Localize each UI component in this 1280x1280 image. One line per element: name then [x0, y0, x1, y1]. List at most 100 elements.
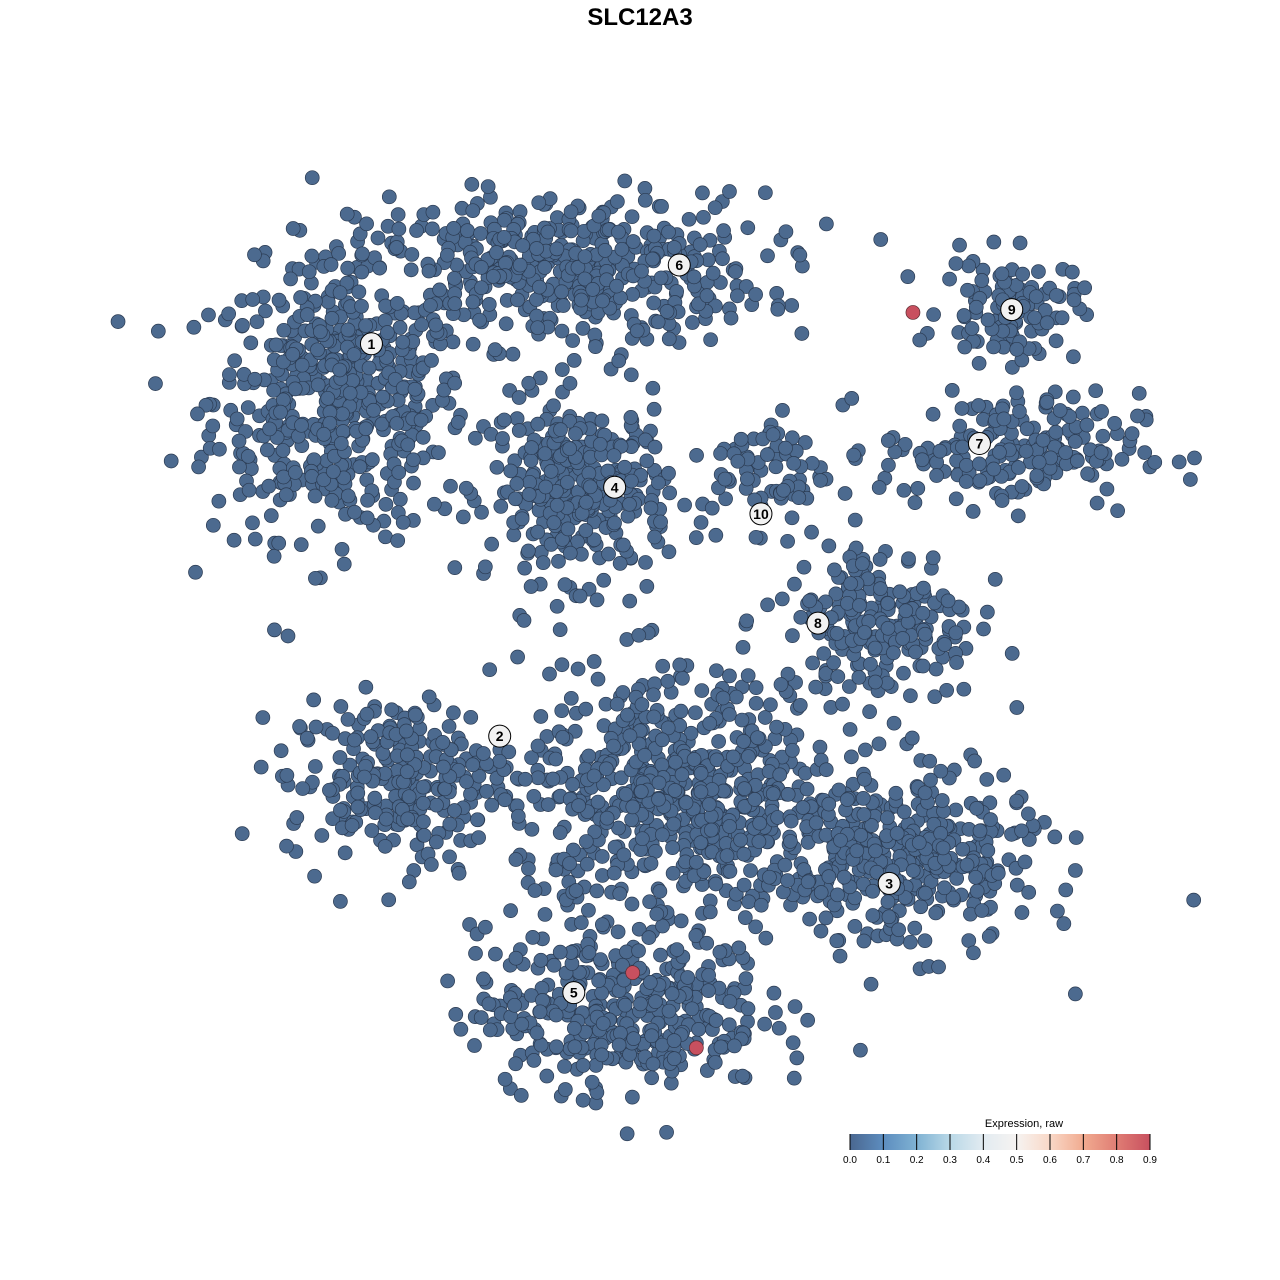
cell-point: [1019, 421, 1035, 437]
svg-text:6: 6: [675, 257, 683, 273]
cell-point: [538, 479, 554, 495]
cell-point: [873, 581, 888, 596]
cell-point: [391, 465, 407, 480]
cell-point: [590, 671, 606, 687]
cell-point: [523, 453, 539, 468]
cell-point: [278, 487, 294, 503]
cell-point: [304, 170, 320, 186]
cell-point: [289, 810, 305, 825]
cell-point: [510, 808, 526, 824]
cell-point: [693, 766, 709, 781]
cell-point: [514, 511, 530, 527]
cell-point: [897, 436, 913, 452]
cell-point: [526, 1053, 542, 1068]
cell-point: [655, 827, 670, 843]
cell-point: [673, 703, 689, 719]
cell-point: [359, 216, 374, 232]
cell-point: [623, 410, 639, 425]
cell-point: [808, 679, 824, 695]
cell-point: [447, 296, 463, 312]
cell-point: [562, 856, 577, 871]
cell-point: [429, 797, 444, 813]
cell-point: [763, 697, 778, 713]
cell-point: [340, 488, 356, 504]
cell-point: [350, 799, 366, 815]
cell-point: [907, 495, 923, 510]
cell-point: [555, 298, 571, 313]
cell-point: [1077, 280, 1093, 296]
cell-point: [868, 674, 883, 690]
cell-point: [294, 357, 310, 373]
cell-point: [886, 715, 902, 731]
cell-point: [1012, 404, 1027, 419]
cell-point: [563, 204, 579, 220]
cell-point: [506, 527, 522, 543]
cell-point: [983, 812, 998, 827]
cell-point: [957, 339, 973, 355]
cell-point: [709, 663, 724, 679]
cell-point: [1066, 292, 1082, 308]
cell-point: [847, 919, 863, 934]
cluster-label-5: 5: [562, 981, 586, 1005]
cell-point: [952, 418, 968, 434]
cell-point: [1171, 454, 1187, 470]
cell-point: [774, 591, 790, 607]
cell-point: [926, 307, 941, 322]
cell-point: [783, 813, 799, 829]
cell-point: [110, 314, 126, 329]
cell-point: [555, 729, 571, 745]
cell-point: [771, 1020, 787, 1036]
cell-point: [163, 453, 179, 469]
cell-point: [743, 863, 758, 878]
cell-point: [748, 529, 764, 545]
cell-point: [324, 493, 340, 508]
cell-point: [961, 258, 977, 274]
cell-point: [611, 1037, 627, 1053]
cell-point: [354, 246, 370, 262]
cell-point: [1186, 892, 1202, 908]
cell-point: [240, 400, 256, 415]
cluster-label-1: 1: [359, 332, 383, 356]
cell-point: [543, 464, 559, 479]
cell-point: [497, 1071, 513, 1087]
cell-point: [150, 323, 166, 339]
cell-point: [310, 518, 326, 534]
cell-point: [380, 325, 395, 340]
cell-point: [971, 355, 987, 371]
cell-point: [234, 826, 250, 841]
cell-point: [994, 266, 1010, 282]
cell-point: [578, 523, 594, 538]
cell-point: [332, 362, 348, 378]
cell-point: [647, 529, 662, 545]
cell-point: [570, 661, 586, 677]
svg-text:7: 7: [976, 436, 984, 452]
cell-point: [757, 1016, 772, 1032]
cell-point: [293, 290, 308, 305]
cell-point: [736, 846, 752, 862]
cell-point: [881, 457, 896, 473]
cell-point: [358, 421, 374, 437]
cell-point: [688, 705, 703, 721]
cell-point: [514, 1016, 530, 1032]
cell-point: [463, 709, 479, 725]
cell-point: [740, 749, 756, 764]
cell-point: [567, 1039, 583, 1055]
cell-point: [545, 771, 561, 787]
cell-point: [858, 742, 873, 758]
cell-point: [972, 823, 988, 839]
cell-point: [948, 625, 964, 641]
cell-point: [638, 555, 653, 570]
cell-point: [474, 504, 489, 520]
cell-point: [704, 500, 720, 516]
cell-point: [389, 416, 405, 431]
cell-point: [1079, 417, 1095, 433]
cell-point: [530, 320, 545, 336]
cell-point: [765, 786, 781, 802]
svg-text:1: 1: [368, 336, 376, 352]
cell-point: [770, 301, 786, 317]
cell-point: [623, 367, 639, 383]
cell-point: [1130, 408, 1145, 424]
cell-point: [855, 791, 871, 806]
cell-point: [511, 390, 527, 405]
cell-point: [186, 319, 202, 335]
